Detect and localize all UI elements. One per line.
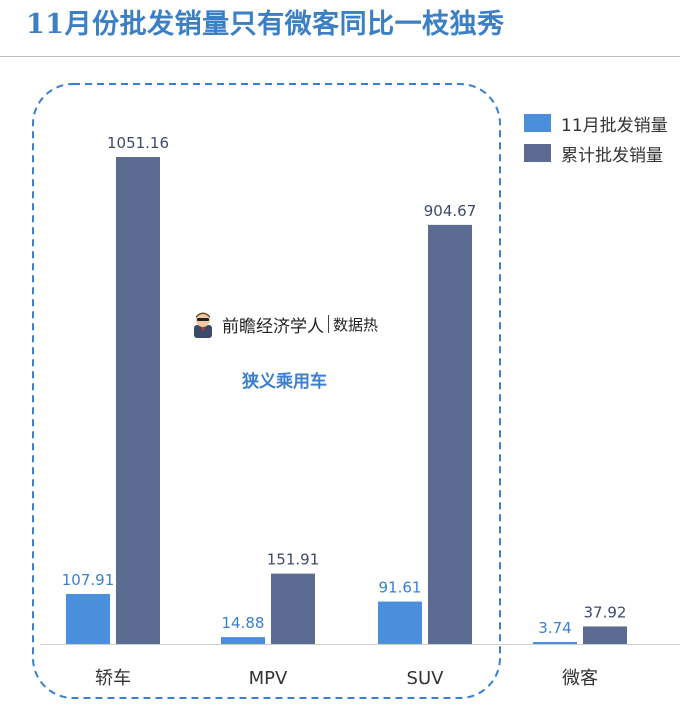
data-label-2-2: 151.91 <box>267 551 320 569</box>
legend-swatch-series1 <box>524 114 551 132</box>
legend-label-series2: 累计批发销量 <box>561 145 663 166</box>
x-tick-label-1: 轿车 <box>95 668 131 689</box>
legend-item-series2: 累计批发销量 <box>524 142 668 166</box>
avatar-icon <box>194 312 212 338</box>
data-label-1-2: 14.88 <box>222 614 265 632</box>
chart-title: 11月份批发销量只有微客同比一枝独秀 <box>26 9 505 40</box>
bar-1-4 <box>533 642 577 644</box>
bar-2-3 <box>428 224 472 645</box>
x-tick-label-2: MPV <box>249 668 288 689</box>
badge-subtitle: 数据热 <box>333 315 379 334</box>
data-label-1-1: 107.91 <box>62 571 115 589</box>
x-tick-label-3: SUV <box>407 668 445 689</box>
legend-label-series1: 11月批发销量 <box>561 115 668 136</box>
group-label: 狭义乘用车 <box>242 372 327 392</box>
bar-1-1 <box>66 594 110 644</box>
data-label-1-4: 3.74 <box>538 619 571 637</box>
title-divider <box>0 56 680 57</box>
bar-2-2 <box>271 573 315 644</box>
author-badge: 前瞻经济学人 数据热 <box>190 310 378 338</box>
data-label-2-1: 1051.16 <box>107 134 169 152</box>
badge-separator <box>328 315 329 333</box>
data-label-2-4: 37.92 <box>584 603 627 621</box>
legend: 11月批发销量 累计批发销量 <box>524 112 668 172</box>
x-tick-label-4: 微客 <box>562 668 598 689</box>
bar-2-4 <box>583 626 627 644</box>
legend-item-series1: 11月批发销量 <box>524 112 668 136</box>
group-outline <box>32 83 501 699</box>
data-label-2-3: 904.67 <box>424 202 477 220</box>
legend-swatch-series2 <box>524 144 551 162</box>
bar-2-1 <box>116 157 160 644</box>
bar-1-2 <box>221 637 265 644</box>
badge-name: 前瞻经济学人 <box>222 316 324 337</box>
data-label-1-3: 91.61 <box>379 579 422 597</box>
bar-1-3 <box>378 601 422 644</box>
